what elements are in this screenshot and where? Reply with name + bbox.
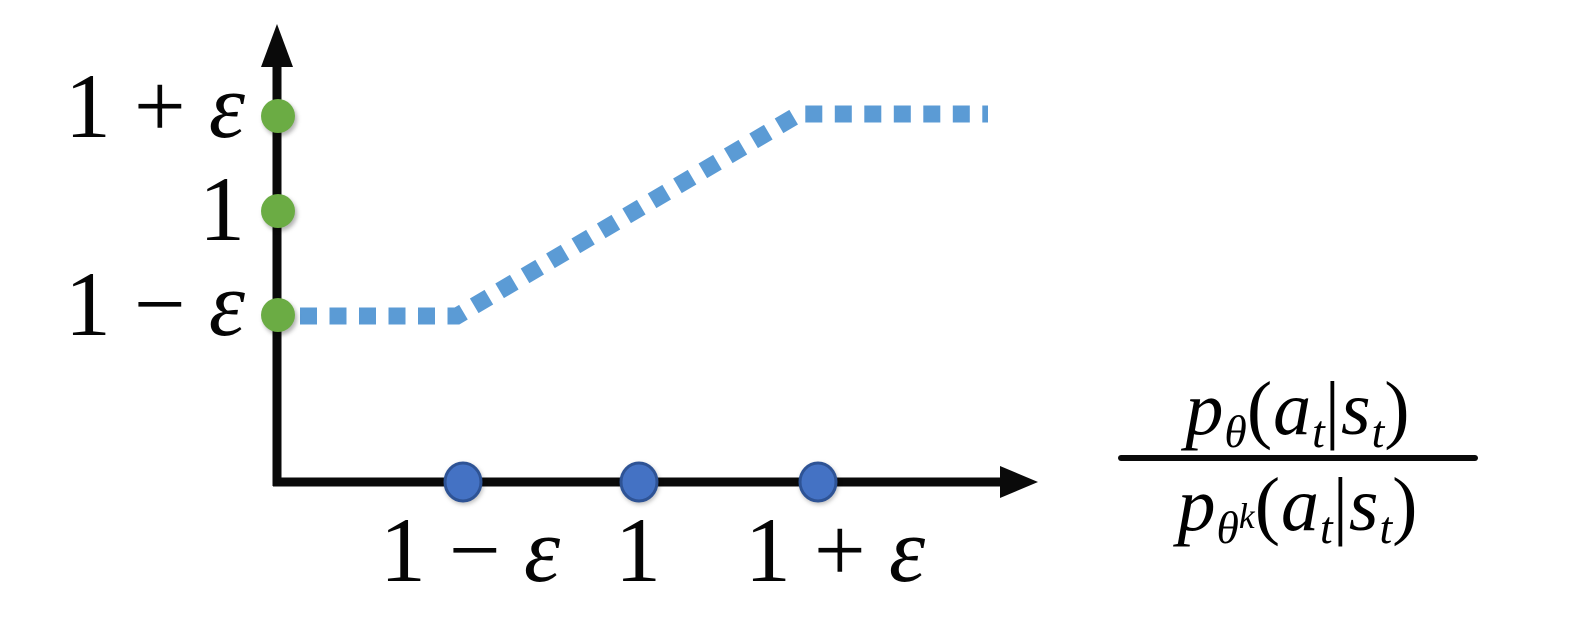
x-tick-dot-1-minus-eps <box>443 461 483 503</box>
y-tick-label-1: 1 <box>30 163 245 255</box>
denominator-a-t-subscript: t <box>1320 501 1333 553</box>
clip-function-curve <box>300 105 988 325</box>
denominator-p: p <box>1177 463 1217 548</box>
x-tick-dots <box>443 461 838 503</box>
x-tick-dot-1 <box>619 461 659 503</box>
y-tick-dot-1 <box>261 194 295 228</box>
x-tick-1-minus-eps-number: 1 − <box>379 499 524 601</box>
x-tick-1-minus-eps-epsilon: ε <box>523 499 561 601</box>
x-axis-arrowhead-icon <box>1000 466 1038 498</box>
y-tick-dot-1-minus-eps <box>261 298 295 332</box>
denominator-s-t-subscript: t <box>1379 501 1393 553</box>
numerator-conditional-bar: | <box>1324 367 1342 451</box>
x-tick-1-plus-eps-epsilon: ε <box>888 499 926 601</box>
y-tick-1-plus-eps-epsilon: ε <box>208 55 245 157</box>
x-tick-label-1-minus-eps: 1 − ε <box>320 504 620 596</box>
y-axis-arrowhead-icon <box>261 24 293 67</box>
denominator-open-paren: ( <box>1254 463 1282 548</box>
y-tick-label-1-plus-eps: 1 + ε <box>30 60 245 152</box>
denominator-s: s <box>1348 463 1380 548</box>
fraction-denominator: pθk(at|st) <box>1177 463 1419 550</box>
denominator-theta: θ <box>1216 501 1239 553</box>
y-tick-dot-1-plus-eps <box>261 99 295 133</box>
denominator-k-superscript: k <box>1238 495 1255 536</box>
y-tick-1-minus-eps-epsilon: ε <box>208 253 245 355</box>
y-tick-1-plus-eps-number: 1 + <box>64 55 209 157</box>
fraction-bar <box>1118 455 1478 462</box>
denominator-close-paren: ) <box>1392 463 1419 548</box>
numerator-a-t-subscript: t <box>1312 405 1325 457</box>
denominator-conditional-bar: | <box>1332 463 1349 548</box>
x-tick-label-1: 1 <box>488 504 788 596</box>
denominator-theta-subscript: θk <box>1216 498 1255 553</box>
numerator-theta-subscript: θ <box>1224 405 1247 457</box>
y-tick-1-number: 1 <box>199 158 245 260</box>
x-tick-dot-1-plus-eps <box>798 461 838 503</box>
fraction-numerator: pθ(at|st) <box>1185 367 1411 454</box>
x-tick-1-plus-eps-number: 1 + <box>744 499 889 601</box>
numerator-a: a <box>1273 367 1313 451</box>
x-axis-title-fraction: pθ(at|st) pθk(at|st) <box>1098 367 1498 550</box>
numerator-p: p <box>1185 367 1225 451</box>
y-tick-label-1-minus-eps: 1 − ε <box>30 258 245 350</box>
denominator-a: a <box>1281 463 1321 548</box>
numerator-s: s <box>1341 367 1372 451</box>
y-tick-1-minus-eps-number: 1 − <box>64 253 209 355</box>
x-tick-1-number: 1 <box>615 499 661 601</box>
y-tick-dots <box>261 99 295 332</box>
numerator-open-paren: ( <box>1246 367 1274 451</box>
numerator-s-t-subscript: t <box>1371 405 1385 457</box>
numerator-close-paren: ) <box>1384 367 1411 451</box>
x-tick-label-1-plus-eps: 1 + ε <box>685 504 985 596</box>
